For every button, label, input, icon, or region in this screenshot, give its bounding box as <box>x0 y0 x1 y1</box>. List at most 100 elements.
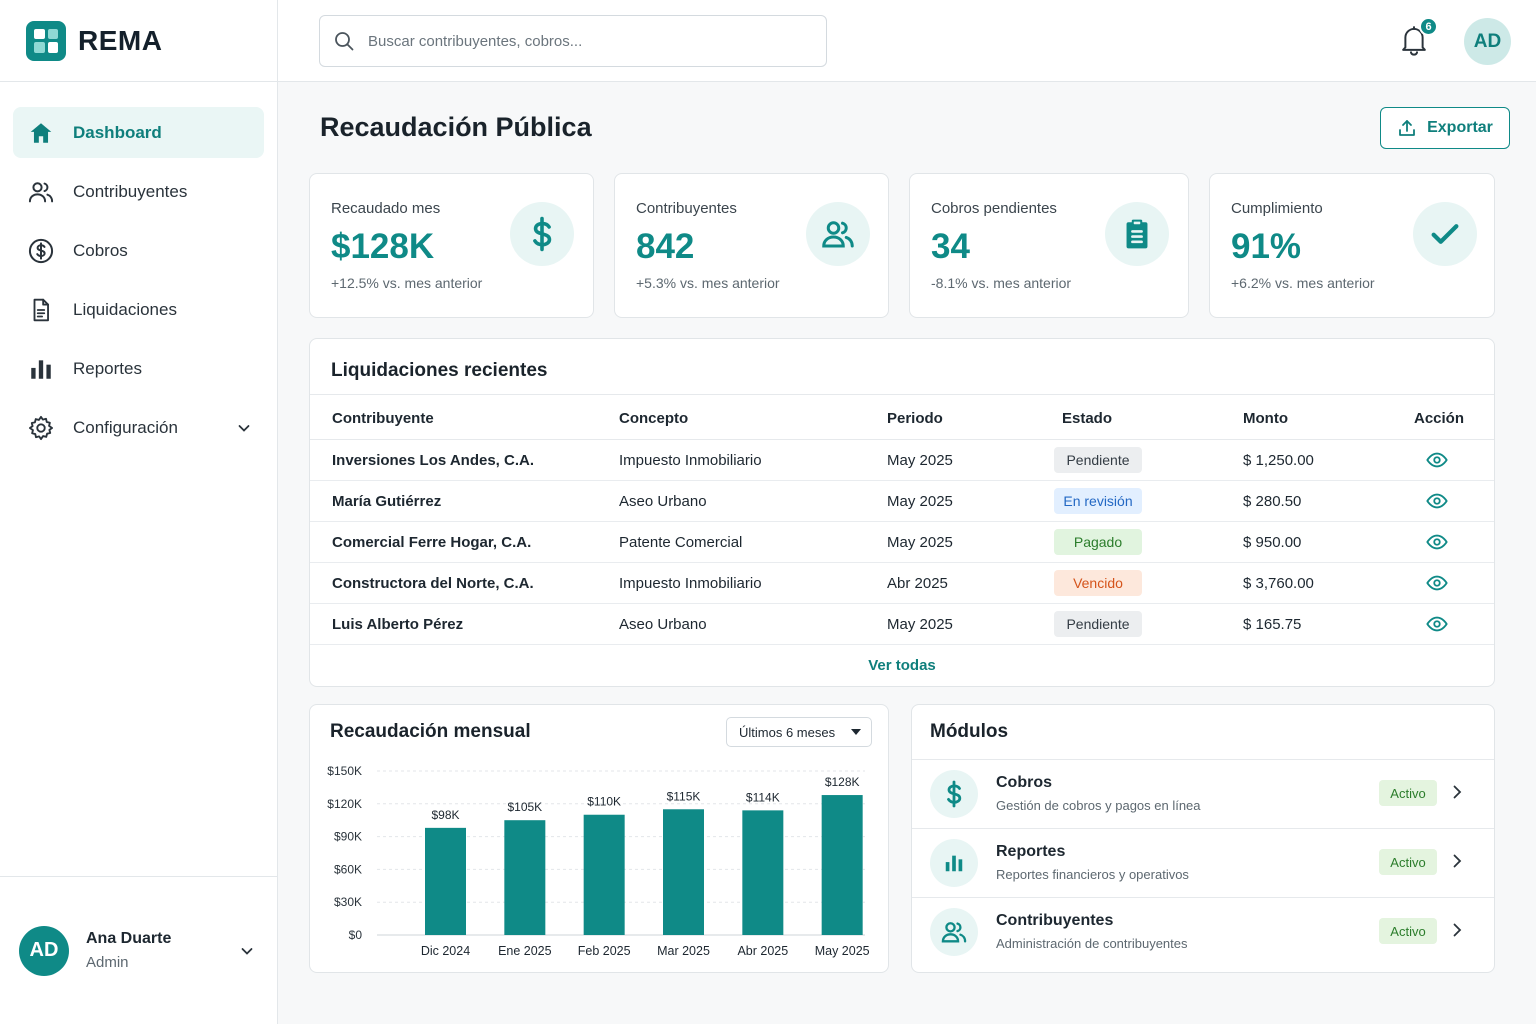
export-button[interactable]: Exportar <box>1380 107 1510 149</box>
kpi-value: 34 <box>931 227 970 266</box>
search-icon <box>334 31 354 51</box>
range-select[interactable]: Últimos 6 meses <box>726 717 872 747</box>
status-badge: En revisión <box>1054 488 1142 514</box>
bar-chart-icon <box>27 355 55 383</box>
module-item-reportes[interactable]: Reportes Reportes financieros y operativ… <box>912 828 1494 897</box>
users-icon <box>806 202 870 266</box>
bar-data-label: $114K <box>746 790 780 804</box>
upload-icon <box>1397 118 1417 138</box>
sidebar-item-label: Dashboard <box>73 122 162 142</box>
bar-chart-icon <box>930 839 978 887</box>
brand-logo-icon <box>26 20 66 61</box>
user-menu[interactable]: AD Ana Duarte Admin <box>0 876 277 1024</box>
range-select-value: Últimos 6 meses <box>739 724 836 740</box>
sidebar-item-label: Liquidaciones <box>73 299 177 319</box>
column-header[interactable]: Estado <box>1062 410 1113 427</box>
chevron-down-icon[interactable] <box>236 420 252 436</box>
table-row[interactable]: María Gutiérrez Aseo Urbano May 2025 En … <box>310 481 1494 522</box>
brand[interactable]: REMA <box>0 0 277 82</box>
status-badge: Pendiente <box>1054 611 1142 637</box>
kpi-value: 842 <box>636 227 695 266</box>
status-badge: Vencido <box>1054 570 1142 596</box>
view-all-link[interactable]: Ver todas <box>868 657 936 674</box>
cell-contribuyente: Constructora del Norte, C.A. <box>332 575 534 592</box>
user-role: Admin <box>86 954 129 971</box>
sidebar-item-label: Reportes <box>73 358 142 378</box>
dollar-icon <box>930 770 978 818</box>
eye-icon[interactable] <box>1426 491 1448 516</box>
dollar-circle-icon <box>27 237 55 265</box>
bar-data-label: $98K <box>431 808 459 822</box>
column-header[interactable]: Concepto <box>619 410 689 427</box>
kpi-delta: +5.3% vs. mes anterior <box>636 275 780 291</box>
y-tick-label: $150K <box>327 764 362 778</box>
users-icon <box>930 908 978 956</box>
eye-icon[interactable] <box>1426 573 1448 598</box>
cell-periodo: Abr 2025 <box>887 575 948 592</box>
sidebar-item-cobros[interactable]: Cobros <box>13 225 264 276</box>
cell-concepto: Aseo Urbano <box>619 616 707 633</box>
eye-icon[interactable] <box>1426 614 1448 639</box>
column-header: Acción <box>1414 410 1465 427</box>
cell-contribuyente: Luis Alberto Pérez <box>332 616 464 633</box>
module-item-contribuyentes[interactable]: Contribuyentes Administración de contrib… <box>912 897 1494 966</box>
module-item-cobros[interactable]: Cobros Gestión de cobros y pagos en líne… <box>912 759 1494 828</box>
cell-periodo: May 2025 <box>887 616 953 633</box>
kpi-label: Cumplimiento <box>1231 200 1323 217</box>
table-row[interactable]: Comercial Ferre Hogar, C.A. Patente Come… <box>310 522 1494 563</box>
bell-icon <box>1399 24 1431 56</box>
cell-monto: $ 3,760.00 <box>1243 575 1314 592</box>
card-title: Liquidaciones recientes <box>331 360 548 381</box>
status-badge: Activo <box>1379 849 1437 875</box>
module-name: Reportes <box>996 843 1066 860</box>
table-header: Contribuyente Concepto Periodo Estado Mo… <box>310 394 1494 440</box>
cell-concepto: Impuesto Inmobiliario <box>619 575 762 592</box>
search-box[interactable] <box>319 15 827 67</box>
user-name: Ana Duarte <box>86 930 172 947</box>
cell-monto: $ 1,250.00 <box>1243 452 1314 469</box>
sidebar-item-contribuyentes[interactable]: Contribuyentes <box>13 166 264 217</box>
cell-contribuyente: Inversiones Los Andes, C.A. <box>332 452 534 469</box>
eye-icon[interactable] <box>1426 450 1448 475</box>
sidebar-item-configuracion[interactable]: Configuración <box>13 402 264 453</box>
table-row[interactable]: Luis Alberto Pérez Aseo Urbano May 2025 … <box>310 604 1494 645</box>
y-tick-label: $60K <box>334 862 362 876</box>
clipboard-icon <box>1105 202 1169 266</box>
sidebar-item-label: Configuración <box>73 417 178 437</box>
sidebar-item-dashboard[interactable]: Dashboard <box>13 107 264 158</box>
column-header[interactable]: Monto <box>1243 410 1288 427</box>
search-input[interactable] <box>368 32 788 50</box>
table-row[interactable]: Constructora del Norte, C.A. Impuesto In… <box>310 563 1494 604</box>
eye-icon[interactable] <box>1426 532 1448 557</box>
column-header[interactable]: Contribuyente <box>332 410 434 427</box>
home-icon <box>27 119 55 147</box>
kpi-card-cobros-pendientes: Cobros pendientes 34 -8.1% vs. mes anter… <box>909 173 1189 318</box>
kpi-card-cumplimiento: Cumplimiento 91% +6.2% vs. mes anterior <box>1209 173 1495 318</box>
column-header[interactable]: Periodo <box>887 410 943 427</box>
cell-monto: $ 950.00 <box>1243 534 1302 551</box>
sidebar-item-label: Contribuyentes <box>73 181 188 201</box>
module-name: Cobros <box>996 774 1052 791</box>
chart-bar <box>821 795 863 935</box>
chart-bar <box>425 827 466 935</box>
y-tick-label: $0 <box>349 928 363 942</box>
cell-concepto: Impuesto Inmobiliario <box>619 452 762 469</box>
gear-icon <box>27 414 55 442</box>
chart-bar <box>742 810 784 935</box>
sidebar-item-liquidaciones[interactable]: Liquidaciones <box>13 284 264 335</box>
bar-data-label: $115K <box>667 789 701 803</box>
module-desc: Gestión de cobros y pagos en línea <box>996 798 1201 813</box>
status-badge: Pendiente <box>1054 447 1142 473</box>
y-tick-label: $90K <box>334 830 362 844</box>
cell-concepto: Patente Comercial <box>619 534 743 551</box>
modulos-card: Módulos Cobros Gestión de cobros y pagos… <box>911 704 1495 973</box>
cell-periodo: May 2025 <box>887 534 953 551</box>
profile-avatar[interactable]: AD <box>1464 18 1511 65</box>
x-tick-label: Ene 2025 <box>498 944 552 958</box>
sidebar-item-reportes[interactable]: Reportes <box>13 343 264 394</box>
notifications-button[interactable]: 6 <box>1399 17 1438 58</box>
chevron-down-icon[interactable] <box>239 943 255 959</box>
kpi-card-recaudado: Recaudado mes $128K +12.5% vs. mes anter… <box>309 173 594 318</box>
status-badge: Activo <box>1379 918 1437 944</box>
table-row[interactable]: Inversiones Los Andes, C.A. Impuesto Inm… <box>310 440 1494 481</box>
